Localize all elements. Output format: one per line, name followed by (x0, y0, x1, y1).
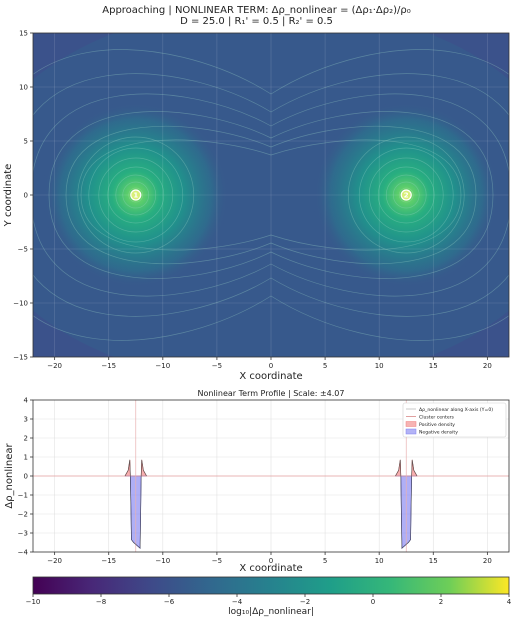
profile-ytick-label: 2 (24, 435, 28, 443)
profile-series-line (124, 459, 147, 549)
heatmap-ytick-label: −10 (13, 300, 28, 308)
profile-xtick-label: 10 (375, 557, 384, 565)
profile-xtick-label: 15 (429, 557, 438, 565)
heatmap-xtick-label: −15 (101, 362, 116, 370)
contour-ring (128, 187, 144, 203)
colorbar-tick-label: −4 (232, 598, 243, 606)
colorbar-tick-label: 2 (439, 598, 443, 606)
figure-subtitle: D = 25.0 | R₁' = 0.5 | R₂' = 0.5 (180, 16, 333, 27)
contour-envelope (33, 49, 509, 341)
contour-envelope (65, 125, 477, 265)
profile-series-line (395, 459, 418, 549)
heatmap-xtick-label: 10 (375, 362, 384, 370)
profile-ytick-label: −3 (18, 530, 28, 538)
contour-ring (122, 181, 150, 209)
legend: Δρ_nonlinear along X-axis (Y=0) Cluster c… (402, 402, 507, 438)
heatmap-xtick-label: 0 (269, 362, 273, 370)
legend-swatch (405, 428, 417, 435)
profile-ytick-label: −1 (18, 492, 28, 500)
colorbar: −10 −8 −6 −4 −2 0 2 4 log₁₀|Δρ_nonlinear| (26, 576, 512, 617)
heatmap-xtick-label: −20 (47, 362, 62, 370)
profile-ylabel: Δρ_nonlinear (4, 442, 15, 508)
heatmap-ytick-label: 15 (19, 30, 28, 38)
colorbar-gradient (32, 576, 510, 595)
contour-ring (347, 136, 465, 254)
profile-xtick-label: 5 (323, 557, 327, 565)
contour-ring (392, 181, 420, 209)
contour-envelope (80, 139, 462, 251)
heatmap-ytick-label: −15 (13, 354, 28, 362)
heatmap-ylabel: Y coordinate (3, 164, 14, 228)
legend-entry: Positive density (419, 422, 455, 428)
legend-entry: Cluster centers (419, 415, 455, 421)
contour-ring (358, 147, 454, 243)
figure-title: Approaching | NONLINEAR TERM: Δρ_nonline… (102, 5, 410, 16)
colorbar-tick-label: −6 (164, 598, 175, 606)
heatmap-xtick-label: −5 (212, 362, 222, 370)
profile-ytick-label: −2 (18, 511, 28, 519)
heatmap-xtick-label: −10 (155, 362, 170, 370)
legend-box (402, 402, 507, 438)
profile-ytick-label: −4 (18, 549, 29, 557)
profile-panel: Nonlinear Term Profile | Scale: ±4.07 −2… (4, 389, 510, 574)
contour-ring (377, 166, 435, 224)
heatmap-ytick-label: 5 (24, 138, 28, 146)
legend-swatch (405, 421, 417, 427)
profile-ytick-label: 3 (24, 416, 28, 424)
heatmap-xtick-label: 20 (483, 362, 492, 370)
contour-ring (88, 147, 184, 243)
cluster-marker-1 (130, 189, 142, 201)
contour-envelope (48, 111, 494, 279)
contour-ring (398, 187, 414, 203)
profile-xlabel: X coordinate (239, 563, 302, 574)
cluster-marker-label: 1 (133, 192, 138, 200)
colorbar-label: log₁₀|Δρ_nonlinear| (228, 607, 314, 617)
contour-ring (385, 174, 427, 216)
profile-title: Nonlinear Term Profile | Scale: ±4.07 (198, 389, 345, 398)
heatmap-xtick-label: 15 (429, 362, 438, 370)
contour-envelope (33, 93, 509, 297)
colorbar-tick-label: −8 (96, 598, 106, 606)
colorbar-tick-label: 4 (507, 598, 512, 606)
profile-xtick-label: 20 (483, 557, 492, 565)
colorbar-tick-label: 0 (371, 598, 375, 606)
contour-lines (33, 49, 509, 341)
contour-ring (107, 166, 165, 224)
cluster-marker-label: 2 (404, 192, 409, 200)
heatmap-ytick-label: 0 (24, 192, 28, 200)
contour-ring (77, 136, 195, 254)
profile-xtick-label: −10 (155, 557, 170, 565)
heatmap-panel: −20 −15 −10 −5 0 5 10 15 20 −15 −10 −5 0 5 10 15 1 2 X … (3, 30, 510, 382)
contour-ring (115, 174, 157, 216)
contour-ring (368, 157, 444, 233)
profile-ytick-label: 1 (24, 454, 28, 462)
profile-xtick-label: −20 (47, 557, 62, 565)
heatmap-ytick-label: 10 (19, 84, 28, 92)
legend-entry: Negative density (419, 430, 458, 436)
colorbar-tick-label: −2 (300, 598, 310, 606)
heatmap-xlabel: X coordinate (239, 371, 302, 382)
colorbar-tick-label: −10 (26, 598, 41, 606)
profile-xtick-label: 0 (269, 557, 273, 565)
contour-envelope (33, 73, 509, 317)
profile-ytick-label: 0 (24, 473, 28, 481)
profile-ytick-label: 4 (24, 397, 29, 405)
contour-ring (98, 157, 174, 233)
heatmap-ytick-label: −5 (18, 246, 28, 254)
cluster-marker-2 (400, 189, 412, 201)
profile-xtick-label: −15 (101, 557, 116, 565)
heatmap-xtick-label: 5 (323, 362, 327, 370)
legend-entry: Δρ_nonlinear along X-axis (Y=0) (419, 407, 493, 413)
profile-xtick-label: −5 (212, 557, 222, 565)
